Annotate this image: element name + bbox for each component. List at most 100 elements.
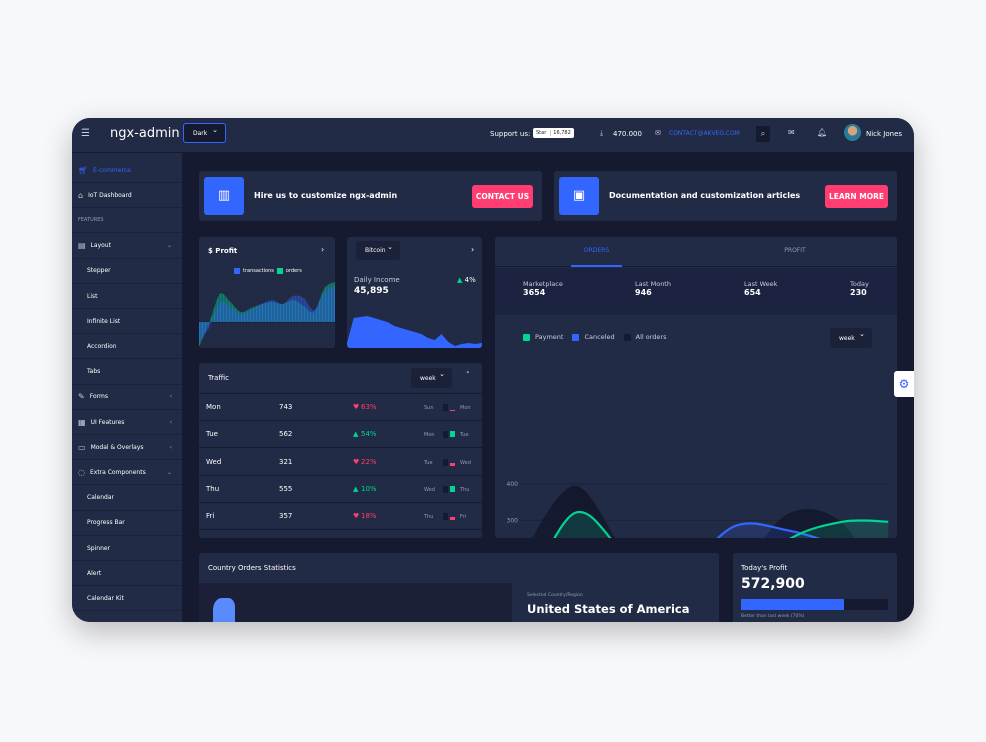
income-area [347, 316, 482, 348]
sidebar-item-progress-bar[interactable]: Progress Bar [72, 511, 182, 536]
stat-last-week: Last Week 654 [744, 280, 777, 297]
app-window: ☰ ngx-admin Dark Support us: Star16,782 … [72, 118, 914, 622]
sidebar-item-iot-dashboard[interactable]: ⌂ IoT Dashboard [72, 183, 182, 209]
chevron-down-icon: ⌄ [166, 242, 172, 250]
sidebar-item-accordion[interactable]: Accordion [72, 334, 182, 360]
prev-bar [443, 458, 448, 466]
home-icon: ⌂ [78, 190, 84, 200]
visits: 321 [279, 457, 293, 466]
sidebar-item-label: Layout [90, 242, 111, 250]
cur-day: Thu [460, 486, 470, 493]
cur-bar [450, 462, 455, 466]
email-icon: ✉ [655, 129, 661, 137]
stat-last-month: Last Month 946 [635, 280, 671, 297]
cur-day: Wed [460, 459, 471, 466]
sidebar-item-label: Accordion [87, 342, 117, 350]
arrow-up-icon: ▲ [457, 276, 465, 284]
arrow-down-icon: ♥ [353, 403, 360, 411]
day: Thu [206, 484, 220, 493]
chevron-right-icon[interactable]: › [321, 245, 325, 254]
sidebar-item-spinner[interactable]: Spinner [72, 536, 182, 561]
sidebar: 🛒︎ E-commerce ⌂ IoT Dashboard FEATURES ▤ Layou… [72, 153, 182, 622]
arrow-up-icon: ▲ [353, 430, 359, 439]
stat-value: 946 [635, 288, 652, 297]
prev-bar [443, 485, 448, 493]
stat-value: 3654 [523, 288, 546, 297]
sidebar-item-e-commerce[interactable]: 🛒︎ E-commerce [72, 158, 182, 183]
profit-title: $ Profit [208, 247, 238, 255]
sidebar-item-label: Infinite List [87, 317, 121, 325]
country-card: Country Orders Statistics Selected Count… [199, 553, 719, 622]
sidebar-item-infinite-list[interactable]: Infinite List [72, 309, 182, 335]
sidebar-item-label: Tabs [87, 368, 101, 376]
sidebar-item-label: Calendar [87, 494, 114, 502]
sidebar-item-calendar-kit[interactable]: Calendar Kit [72, 586, 182, 612]
orders-tabs: ORDERS PROFIT [495, 237, 897, 267]
theme-select[interactable]: Dark [183, 123, 226, 143]
chevron-left-icon: ‹ [169, 418, 172, 426]
contact-email-link[interactable]: CONTACT@AKVEO.COM [669, 130, 740, 137]
sidebar-item-modal-overlays[interactable]: ▭ Modal & Overlays ‹ [72, 435, 182, 461]
tab-profit[interactable]: PROFIT [784, 247, 806, 254]
legend-swatch [523, 333, 530, 341]
change: 63% [361, 403, 377, 411]
legend-label: Canceled [584, 333, 615, 341]
traffic-row: Tue 562 ▲ 54% Mon Tue [199, 421, 482, 449]
legend-swatch [572, 333, 580, 341]
arrow-down-icon: ♥ [353, 457, 360, 466]
visits: 562 [279, 430, 293, 439]
avatar[interactable] [844, 124, 861, 141]
sidebar-item-list[interactable]: List [72, 284, 182, 309]
browser-icon: ▭ [78, 442, 86, 452]
alaska-region[interactable] [213, 598, 235, 622]
mail-icon[interactable]: ✉ [788, 128, 795, 137]
user-name[interactable]: Nick Jones [866, 130, 903, 138]
day: Tue [206, 430, 218, 439]
download-icon: ⤓ [600, 129, 604, 137]
sidebar-item-calendar[interactable]: Calendar [72, 486, 182, 511]
profit-legend: transactions orders [234, 268, 302, 274]
currency-select[interactable]: Bitcoin [356, 241, 400, 260]
line-payment [553, 510, 889, 538]
traffic-row: Wed 321 ♥ 22% Tue Wed [199, 449, 482, 476]
world-map[interactable] [199, 583, 512, 622]
sidebar-item-label: Calendar Kit [87, 594, 124, 602]
visits: 555 [279, 484, 293, 493]
settings-gear-icon[interactable]: ⚙ [894, 371, 914, 397]
country-title: Country Orders Statistics [208, 564, 296, 572]
prev-day: Wed [424, 486, 435, 493]
orders-period-select[interactable]: week [830, 328, 872, 348]
menu-icon[interactable]: ☰ [81, 128, 90, 139]
github-star-button[interactable]: Star 16,782 [533, 128, 574, 138]
learn-more-button[interactable]: LEARN MORE [825, 185, 888, 208]
search-icon[interactable]: ⌕ [756, 126, 770, 142]
chevron-left-icon: ‹ [169, 393, 172, 401]
sidebar-item-extra-components[interactable]: ◌ Extra Components ⌄ [72, 460, 182, 486]
day: Wed [206, 457, 222, 466]
traffic-title: Traffic [208, 374, 230, 382]
tab-orders[interactable]: ORDERS [571, 237, 622, 267]
traffic-row: Fri 357 ♥ 18% Thu Fri [199, 503, 482, 531]
banner-text: Hire us to customize ngx-admin [254, 191, 398, 200]
collapse-icon[interactable]: ˄ [466, 371, 470, 379]
cur-day: Tue [460, 432, 469, 439]
change: 54% [361, 430, 377, 439]
sidebar-item-forms[interactable]: ✎ Forms ‹ [72, 385, 182, 410]
sidebar-item-label: IoT Dashboard [88, 191, 132, 199]
chevron-right-icon[interactable]: › [471, 245, 475, 254]
traffic-period-select[interactable]: week [411, 368, 452, 388]
change-value: 4% [464, 276, 476, 284]
sidebar-item-alert[interactable]: Alert [72, 561, 182, 587]
sidebar-item-layout[interactable]: ▤ Layout ⌄ [72, 234, 182, 259]
sidebar-item-tabs[interactable]: Tabs [72, 360, 182, 385]
prev-day: Sun [424, 405, 434, 411]
sidebar-item-label: FEATURES [78, 217, 104, 224]
visits: 357 [279, 512, 293, 521]
daily-income-label: Daily Income [354, 276, 400, 284]
arrow-up-icon: ▲ [353, 484, 359, 493]
bell-icon[interactable]: 🔔︎ [817, 128, 828, 137]
sidebar-item-stepper[interactable]: Stepper [72, 259, 182, 284]
contact-us-button[interactable]: CONTACT US [472, 185, 533, 208]
message-icon: ◌ [78, 467, 85, 477]
sidebar-item-ui-features[interactable]: ▦ UI Features ‹ [72, 410, 182, 435]
